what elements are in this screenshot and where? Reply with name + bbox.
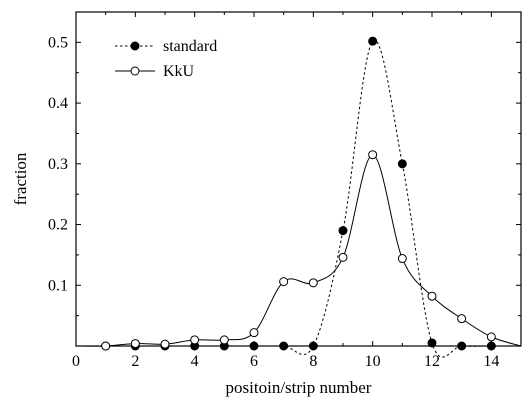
y-tick-label: 0.5 <box>48 34 68 51</box>
plot-border <box>75 11 522 347</box>
point-kku <box>486 332 496 342</box>
y-tick-label: 0.3 <box>48 156 68 173</box>
point-kku <box>160 339 170 349</box>
x-axis-title: positoin/strip number <box>226 378 372 397</box>
point-standard <box>308 341 318 351</box>
point-kku <box>249 328 259 338</box>
y-axis-title: fraction <box>11 152 30 205</box>
x-tick-label: 8 <box>309 353 317 370</box>
x-tick-label: 14 <box>483 353 499 370</box>
plot-frame <box>75 11 522 347</box>
point-kku <box>308 278 318 288</box>
x-tick-label: 4 <box>191 353 199 370</box>
point-standard <box>397 159 407 169</box>
point-kku <box>368 150 378 160</box>
legend: standard KkU <box>115 38 217 80</box>
point-standard <box>486 341 496 351</box>
point-kku <box>190 335 200 345</box>
y-tick-label: 0.2 <box>48 217 68 234</box>
x-tick-label: 6 <box>250 353 258 370</box>
point-kku <box>397 254 407 264</box>
point-standard <box>457 341 467 351</box>
series-lines <box>75 39 522 358</box>
point-standard <box>249 341 259 351</box>
point-standard <box>279 341 289 351</box>
point-kku <box>457 314 467 324</box>
x-tick-label: 10 <box>365 353 381 370</box>
legend-marker-standard <box>130 41 140 51</box>
point-standard <box>368 36 378 46</box>
point-kku <box>279 277 289 287</box>
point-kku <box>101 341 111 351</box>
y-tick-label: 0.4 <box>48 95 68 112</box>
legend-label-standard: standard <box>163 38 217 55</box>
point-kku <box>219 335 229 345</box>
point-standard <box>338 226 348 236</box>
x-axis-ticks: 0 2 4 6 8 10 12 14 <box>72 12 522 370</box>
point-kku <box>338 252 348 262</box>
x-tick-label: 2 <box>131 353 139 370</box>
legend-marker-kku <box>130 66 140 76</box>
point-kku <box>130 339 140 349</box>
series-line-standard <box>76 39 521 358</box>
legend-label-kku: KkU <box>163 63 195 80</box>
point-kku <box>427 291 437 301</box>
y-tick-label: 0.1 <box>48 277 68 294</box>
x-tick-label: 12 <box>424 353 440 370</box>
point-standard <box>427 338 437 348</box>
x-tick-label: 0 <box>72 353 80 370</box>
y-axis-ticks: 0.1 0.2 0.3 0.4 0.5 <box>48 11 521 317</box>
series-markers <box>101 36 496 351</box>
series-line-kku <box>75 154 522 347</box>
